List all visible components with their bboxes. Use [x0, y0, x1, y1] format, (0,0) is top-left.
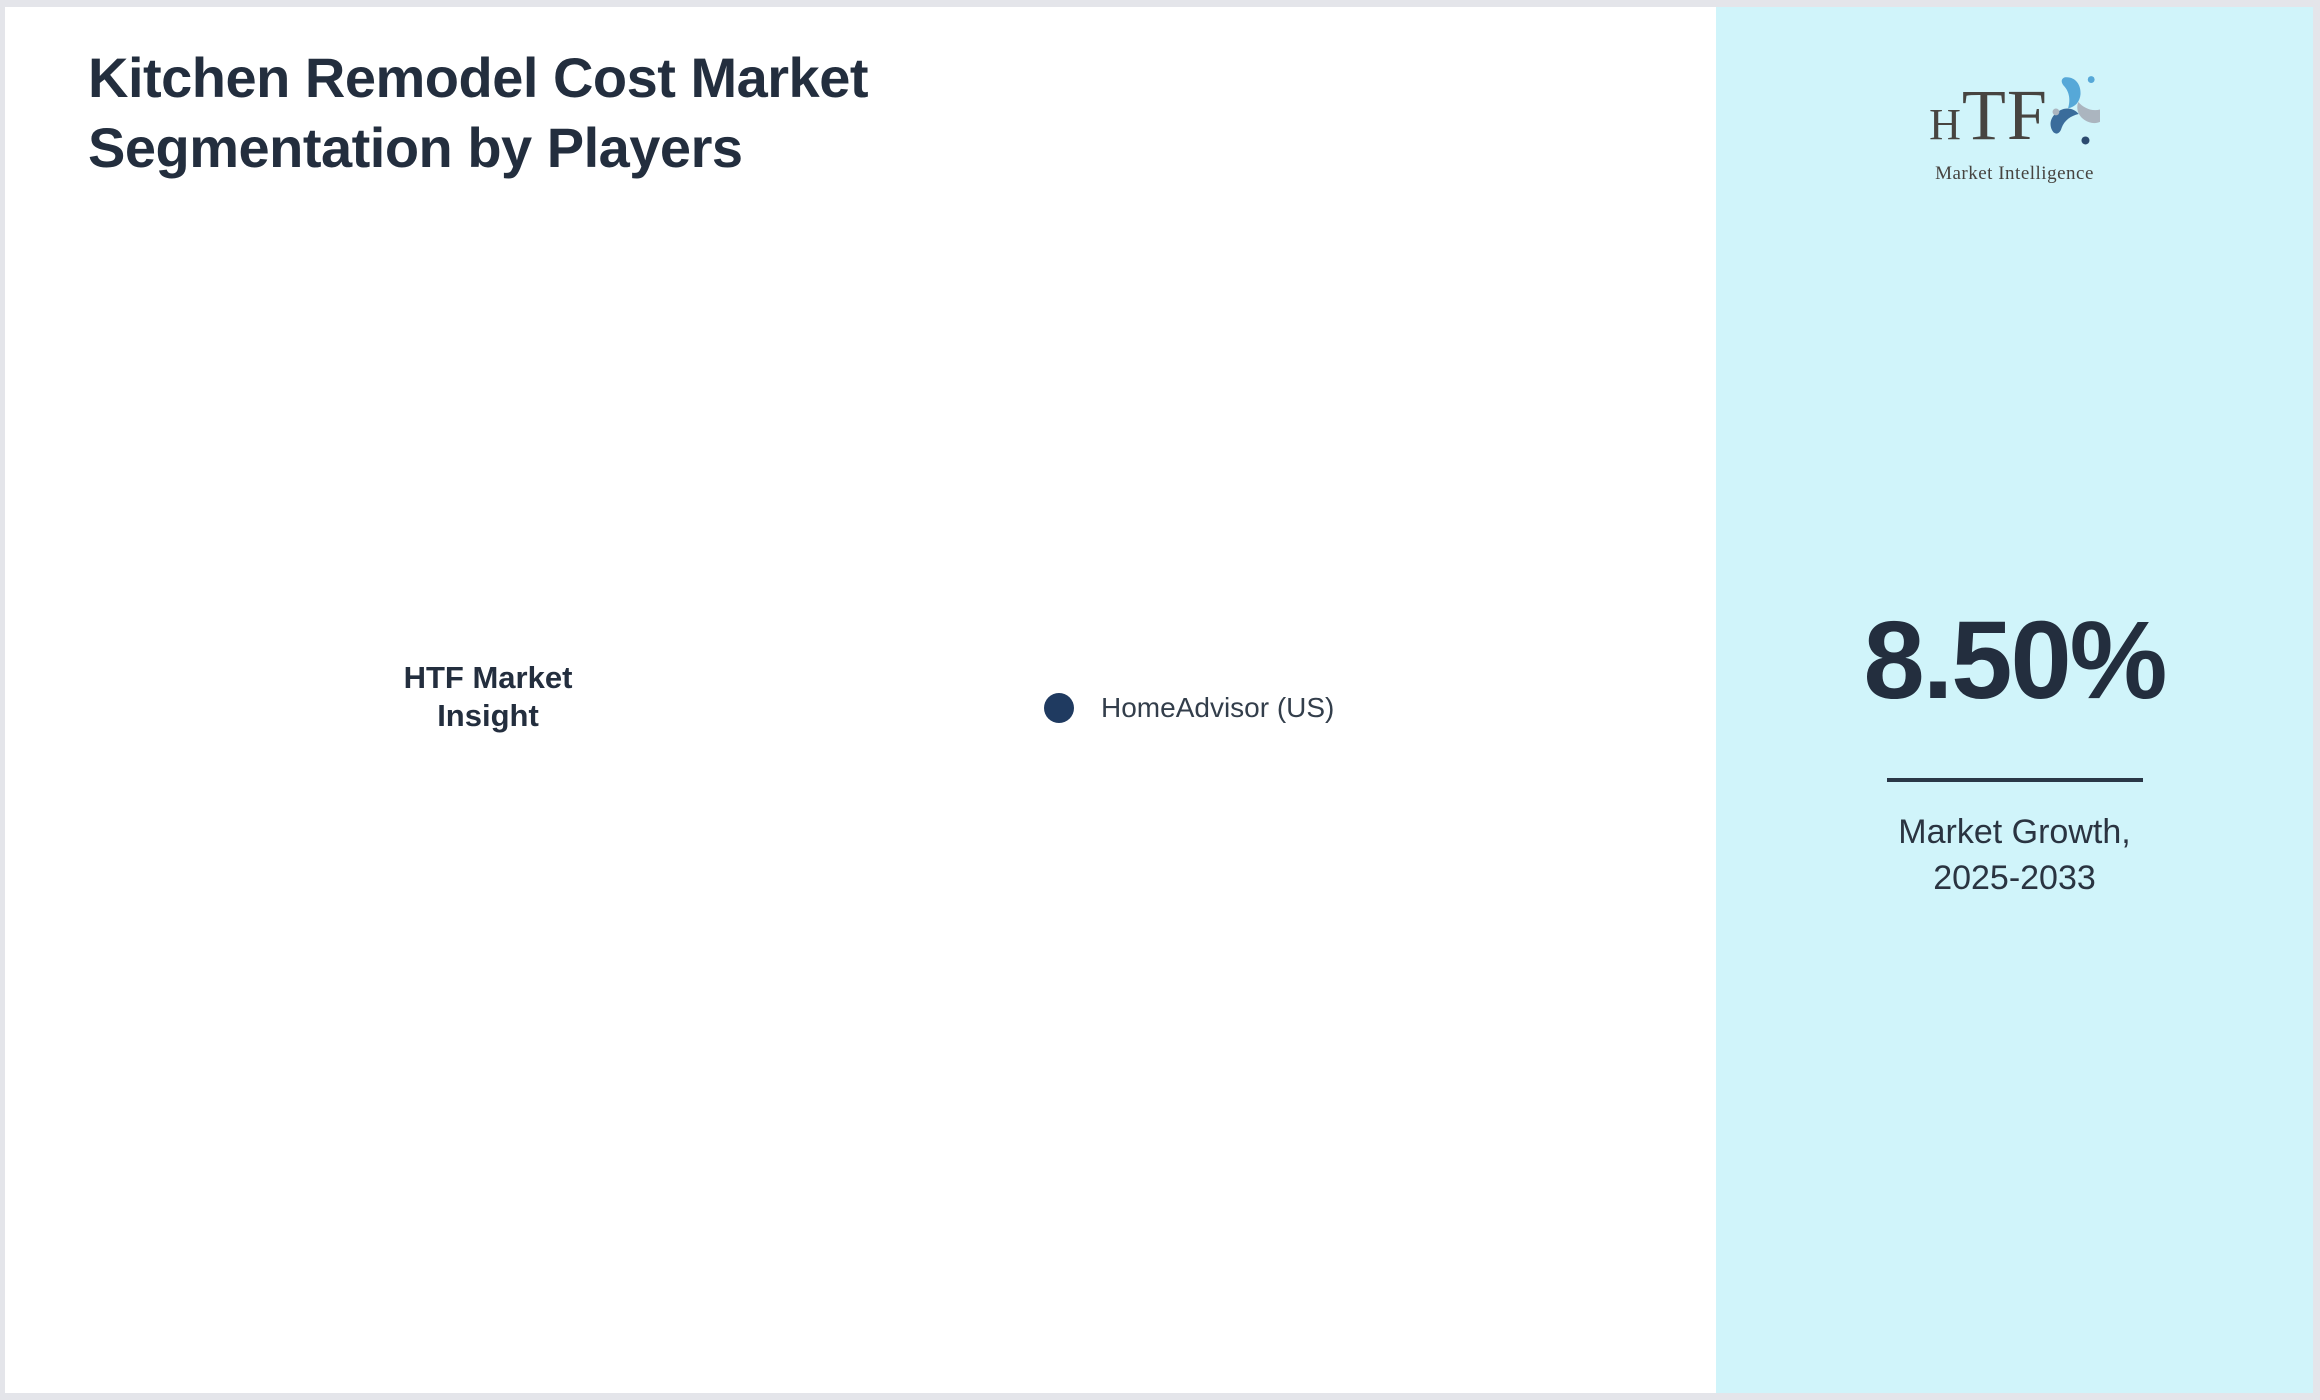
kpi-divider [1886, 778, 2143, 782]
sidebar: HTF [1716, 7, 2313, 1393]
legend: HomeAdvisor (US) [1044, 685, 1334, 731]
page-title: Kitchen Remodel Cost Market Segmentation… [88, 46, 869, 179]
logo-tagline: Market Intelligence [1935, 163, 2094, 184]
kpi-caption-line2: 2025-2033 [1933, 859, 2096, 897]
dolphin-swirl-icon [2050, 70, 2107, 155]
card: Kitchen Remodel Cost Market Segmentation… [5, 7, 2313, 1393]
kpi-caption-line1: Market Growth, [1898, 813, 2131, 851]
kpi-value: 8.50% [1863, 599, 2168, 722]
watermark-line1: HTF Market [403, 660, 573, 695]
legend-marker-icon [1044, 693, 1074, 723]
kpi-caption: Market Growth, 2025-2033 [1716, 809, 2313, 901]
legend-item[interactable]: HomeAdvisor (US) [1044, 692, 1334, 724]
chart-area: Kitchen Remodel Cost Market Segmentation… [5, 7, 1716, 1393]
htf-logo: HTF [1716, 76, 2313, 185]
watermark-line2: Insight [437, 698, 539, 733]
chart-watermark: HTF Market Insight [333, 659, 643, 735]
legend-item-label: HomeAdvisor (US) [1101, 692, 1335, 723]
logo-brand-text: HTF [1929, 75, 2048, 155]
logo-row: HTF [1716, 76, 2313, 161]
